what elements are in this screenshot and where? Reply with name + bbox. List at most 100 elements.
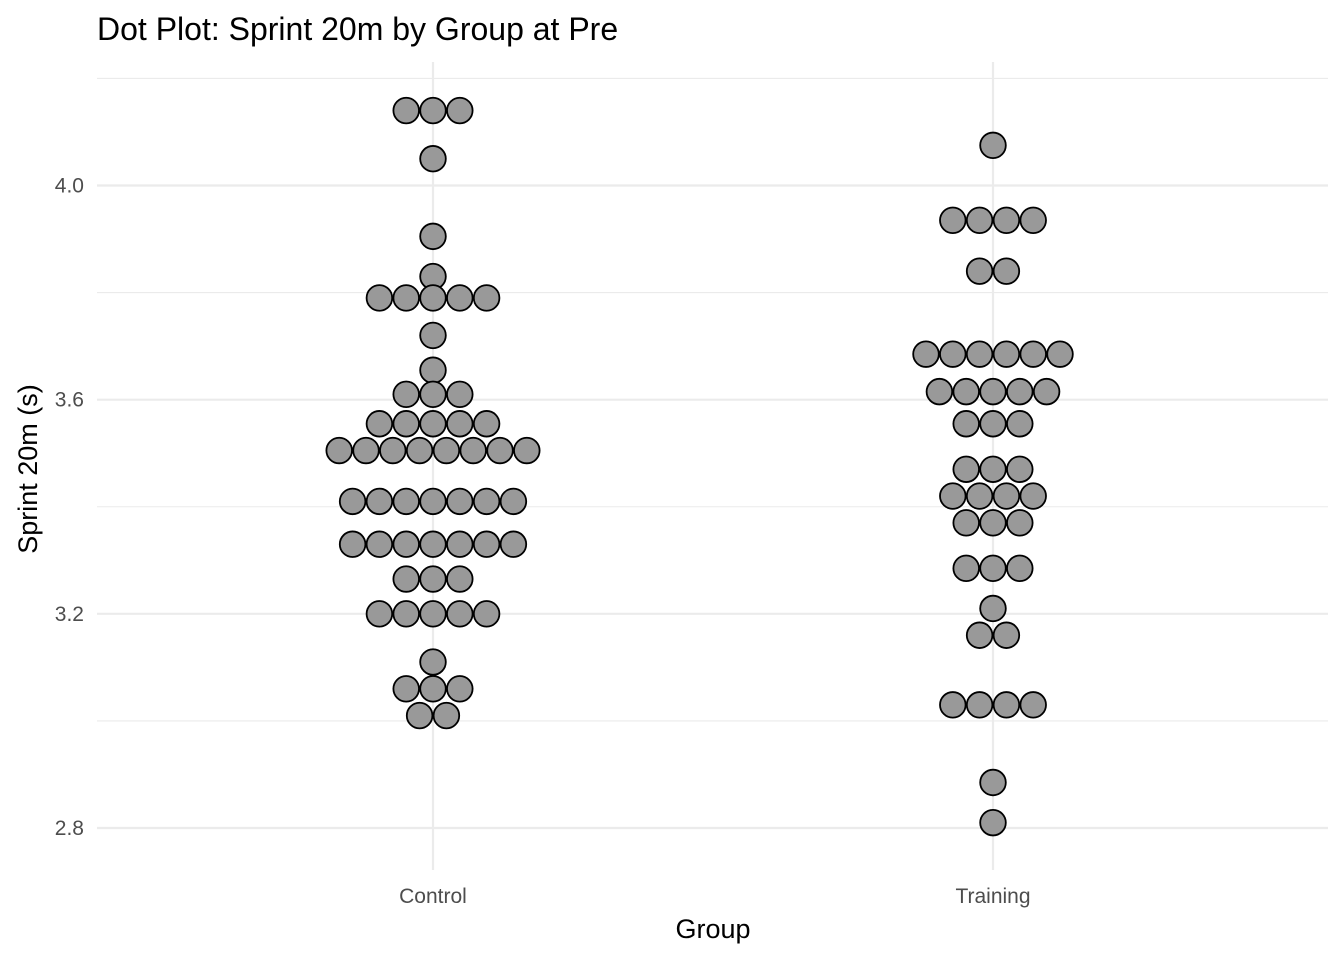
data-dot — [419, 565, 447, 593]
x-axis-ticks: Control Training — [399, 885, 1030, 908]
data-dot — [419, 222, 447, 251]
data-dot — [472, 487, 501, 516]
data-dot — [965, 621, 994, 649]
data-dot — [979, 410, 1007, 438]
data-dot — [405, 701, 434, 730]
data-dot — [952, 410, 980, 438]
data-dot — [979, 808, 1007, 837]
data-dot — [419, 675, 447, 703]
data-dot — [419, 96, 447, 125]
data-dot — [1019, 340, 1047, 368]
data-dot — [1006, 455, 1034, 483]
y-axis-ticks: 2.8 3.2 3.6 4.0 — [55, 175, 84, 841]
grid-lines — [97, 62, 1328, 870]
data-dot — [446, 96, 474, 125]
data-dot — [979, 554, 1007, 583]
data-dot — [472, 410, 501, 438]
data-dot — [446, 675, 474, 703]
y-axis-title: Sprint 20m (s) — [13, 384, 43, 554]
data-dot — [472, 284, 501, 312]
data-dot — [939, 206, 967, 235]
data-dot — [952, 455, 980, 483]
data-dot — [419, 648, 447, 676]
data-dot — [419, 284, 447, 312]
data-dot — [446, 380, 474, 409]
x-axis-title: Group — [675, 914, 750, 944]
data-dot — [446, 565, 474, 593]
data-dot — [486, 436, 514, 465]
data-dot — [379, 436, 407, 465]
data-dot — [992, 257, 1021, 285]
data-dot — [952, 554, 980, 583]
data-dot — [979, 768, 1007, 797]
data-dot — [1006, 554, 1034, 583]
data-dot — [992, 206, 1021, 235]
data-dot — [1006, 410, 1034, 438]
data-dot — [979, 594, 1007, 623]
data-dot — [392, 600, 420, 628]
data-dot — [392, 675, 420, 703]
data-dot — [513, 436, 541, 465]
data-dot — [405, 436, 434, 465]
data-dot — [992, 482, 1021, 510]
data-dot — [499, 530, 528, 558]
data-dot — [419, 530, 447, 558]
data-dot — [979, 509, 1007, 537]
y-tick-label: 2.8 — [55, 817, 84, 840]
y-tick-label: 3.6 — [55, 389, 84, 412]
data-dot — [365, 487, 394, 516]
data-dot — [992, 340, 1021, 368]
data-dot — [352, 436, 380, 465]
data-dot — [325, 436, 353, 465]
data-dot — [965, 206, 994, 235]
chart-title: Dot Plot: Sprint 20m by Group at Pre — [97, 11, 618, 47]
data-dot — [939, 482, 967, 510]
data-dot — [1019, 482, 1047, 510]
data-dot — [365, 530, 394, 558]
data-dot — [1032, 377, 1061, 406]
data-dot — [965, 257, 994, 285]
data-dot — [939, 340, 967, 368]
data-dot — [338, 530, 367, 558]
data-dot — [965, 691, 994, 719]
x-tick-label: Control — [399, 885, 467, 908]
data-dot — [1006, 377, 1034, 406]
data-dot — [432, 436, 461, 465]
data-dot — [1006, 509, 1034, 537]
data-dot — [1046, 340, 1074, 368]
data-dot — [965, 482, 994, 510]
data-dot — [419, 321, 447, 350]
data-dot — [952, 377, 980, 406]
data-dot — [1019, 206, 1047, 235]
y-tick-label: 3.2 — [55, 603, 84, 626]
data-dot — [992, 691, 1021, 719]
data-dot — [446, 410, 474, 438]
data-dot — [419, 380, 447, 409]
data-dot — [1019, 691, 1047, 719]
data-dot — [432, 701, 461, 730]
data-dot — [472, 530, 501, 558]
data-dot — [365, 284, 394, 312]
data-dot — [419, 356, 447, 384]
data-dot — [446, 284, 474, 312]
data-dot — [446, 530, 474, 558]
data-dot — [446, 487, 474, 516]
data-dot — [419, 600, 447, 628]
data-dot — [979, 131, 1007, 160]
data-dot — [392, 410, 420, 438]
data-dot — [419, 410, 447, 438]
data-dot — [939, 691, 967, 719]
data-dot — [979, 377, 1007, 406]
data-dot — [925, 377, 954, 406]
data-dot — [419, 145, 447, 173]
data-dots — [325, 96, 1074, 837]
data-dot — [365, 410, 394, 438]
data-dot — [446, 600, 474, 628]
data-dot — [392, 380, 420, 409]
data-dot — [499, 487, 528, 516]
data-dot — [338, 487, 367, 516]
data-dot — [472, 600, 501, 628]
data-dot — [419, 487, 447, 516]
data-dot — [392, 96, 420, 125]
